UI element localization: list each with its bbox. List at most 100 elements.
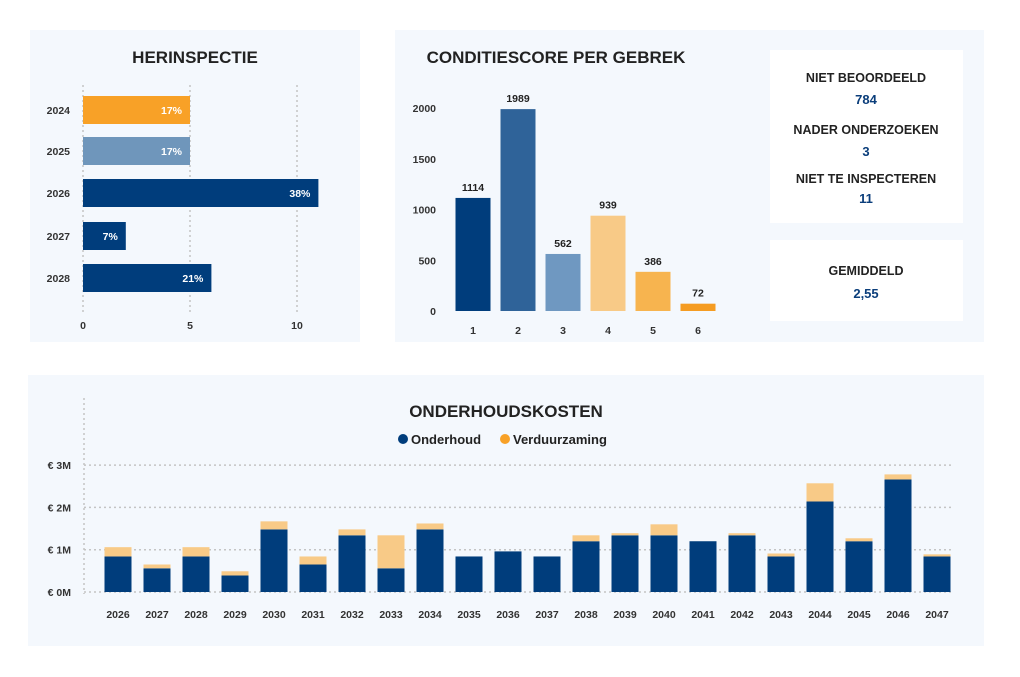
x-tick-label: 2046 (886, 609, 910, 621)
bar-verduurzaming-2031 (299, 556, 327, 565)
bar-verduurzaming-2032 (338, 529, 366, 536)
y-tick-label: € 3M (48, 460, 72, 472)
x-tick-label: 2030 (262, 609, 286, 621)
x-tick-label: 4 (605, 325, 611, 337)
bar-onderhoud-2034 (416, 529, 444, 592)
bar-onderhoud-2039 (611, 535, 639, 592)
bar-verduurzaming-2042 (728, 533, 756, 536)
bar-onderhoud-2046 (884, 479, 912, 592)
y-tick-label: 2024 (47, 105, 71, 117)
bar-verduurzaming-2045 (845, 538, 873, 542)
bar-2026 (83, 179, 319, 207)
bar-onderhoud-2038 (572, 541, 600, 592)
y-tick-label: 2027 (47, 231, 71, 243)
stat-value-niet-te-inspecteren: 11 (859, 191, 873, 206)
stat-value-nader-onderzoeken: 3 (862, 144, 869, 159)
data-label: 17% (161, 105, 183, 117)
bar-onderhoud-2028 (182, 556, 210, 592)
bar-onderhoud-2027 (143, 568, 171, 592)
y-tick-label: 1000 (413, 205, 437, 217)
x-tick-label: 2037 (535, 609, 559, 621)
x-tick-label: 2045 (847, 609, 871, 621)
conditiescore-title: CONDITIESCORE PER GEBREK (427, 48, 687, 67)
bar-onderhoud-2037 (533, 556, 561, 592)
x-tick-label: 2026 (106, 609, 130, 621)
stat-label-niet-beoordeeld: NIET BEOORDEELD (806, 71, 926, 85)
bar-score-5 (635, 271, 671, 311)
y-tick-label: 500 (418, 255, 436, 267)
x-tick-label: 2042 (730, 609, 754, 621)
y-tick-label: 2025 (47, 146, 71, 158)
bar-verduurzaming-2038 (572, 535, 600, 542)
x-tick-label: 10 (291, 320, 303, 332)
x-tick-label: 2040 (652, 609, 676, 621)
bar-onderhoud-2036 (494, 551, 522, 592)
data-label: 7% (103, 231, 119, 243)
bar-onderhoud-2032 (338, 535, 366, 592)
bar-onderhoud-2029 (221, 575, 249, 592)
bar-verduurzaming-2046 (884, 474, 912, 480)
bar-verduurzaming-2040 (650, 524, 678, 536)
x-tick-label: 2035 (457, 609, 481, 621)
bar-verduurzaming-2034 (416, 523, 444, 530)
data-label: 1114 (462, 182, 484, 194)
data-label: 386 (644, 256, 662, 268)
bar-score-2 (500, 109, 536, 311)
x-tick-label: 2041 (691, 609, 715, 621)
x-tick-label: 3 (560, 325, 566, 337)
data-label: 939 (599, 200, 617, 212)
bar-verduurzaming-2044 (806, 483, 834, 502)
stat-label-gemiddeld: GEMIDDELD (829, 264, 904, 278)
bar-score-1 (455, 197, 491, 311)
bar-2025 (83, 137, 190, 165)
bar-score-4 (590, 215, 626, 311)
bar-onderhoud-2045 (845, 541, 873, 592)
bar-verduurzaming-2027 (143, 564, 171, 569)
legend-label-onderhoud[interactable]: Onderhoud (411, 432, 481, 447)
x-tick-label: 2036 (496, 609, 520, 621)
bar-onderhoud-2030 (260, 529, 288, 592)
onderhoudskosten-chart: € 0M € 1M € 2M € 3M 2026 2027 2028 2029 2030 2031… (48, 398, 952, 621)
bar-verduurzaming-2028 (182, 547, 210, 557)
bar-onderhoud-2042 (728, 535, 756, 592)
bar-onderhoud-2026 (104, 556, 132, 592)
x-tick-label: 2047 (925, 609, 949, 621)
bar-onderhoud-2031 (299, 564, 327, 592)
x-tick-label: 1 (470, 325, 476, 337)
y-tick-label: 2026 (47, 188, 71, 200)
x-tick-label: 2043 (769, 609, 793, 621)
bar-onderhoud-2043 (767, 556, 795, 592)
bar-onderhoud-2047 (923, 556, 951, 592)
x-tick-label: 2039 (613, 609, 637, 621)
x-tick-label: 2032 (340, 609, 364, 621)
x-tick-label: 6 (695, 325, 701, 337)
average-card (770, 240, 963, 321)
data-label: 21% (182, 273, 204, 285)
data-label: 38% (289, 188, 311, 200)
bar-verduurzaming-2033 (377, 535, 405, 569)
bar-verduurzaming-2047 (923, 554, 951, 557)
legend-label-verduurzaming[interactable]: Verduurzaming (513, 432, 607, 447)
x-tick-label: 2027 (145, 609, 169, 621)
stat-value-niet-beoordeeld: 784 (855, 92, 877, 107)
stat-label-nader-onderzoeken: NADER ONDERZOEKEN (793, 123, 938, 137)
bar-onderhoud-2040 (650, 535, 678, 592)
herinspectie-title: HERINSPECTIE (132, 48, 258, 67)
x-tick-label: 2031 (301, 609, 325, 621)
y-tick-label: 2028 (47, 273, 71, 285)
data-label: 17% (161, 146, 183, 158)
bar-onderhoud-2035 (455, 556, 483, 592)
bar-verduurzaming-2030 (260, 521, 288, 530)
y-tick-label: 2000 (413, 103, 437, 115)
data-label: 1989 (506, 93, 530, 105)
legend: Onderhoud Verduurzaming (398, 432, 607, 447)
bar-score-6 (680, 303, 716, 311)
x-tick-label: 2028 (184, 609, 208, 621)
stat-value-gemiddeld: 2,55 (853, 286, 878, 301)
y-tick-label: 0 (430, 306, 436, 318)
x-tick-label: 2033 (379, 609, 403, 621)
bar-onderhoud-2033 (377, 568, 405, 592)
bar-2028 (83, 264, 212, 292)
bar-onderhoud-2041 (689, 541, 717, 592)
